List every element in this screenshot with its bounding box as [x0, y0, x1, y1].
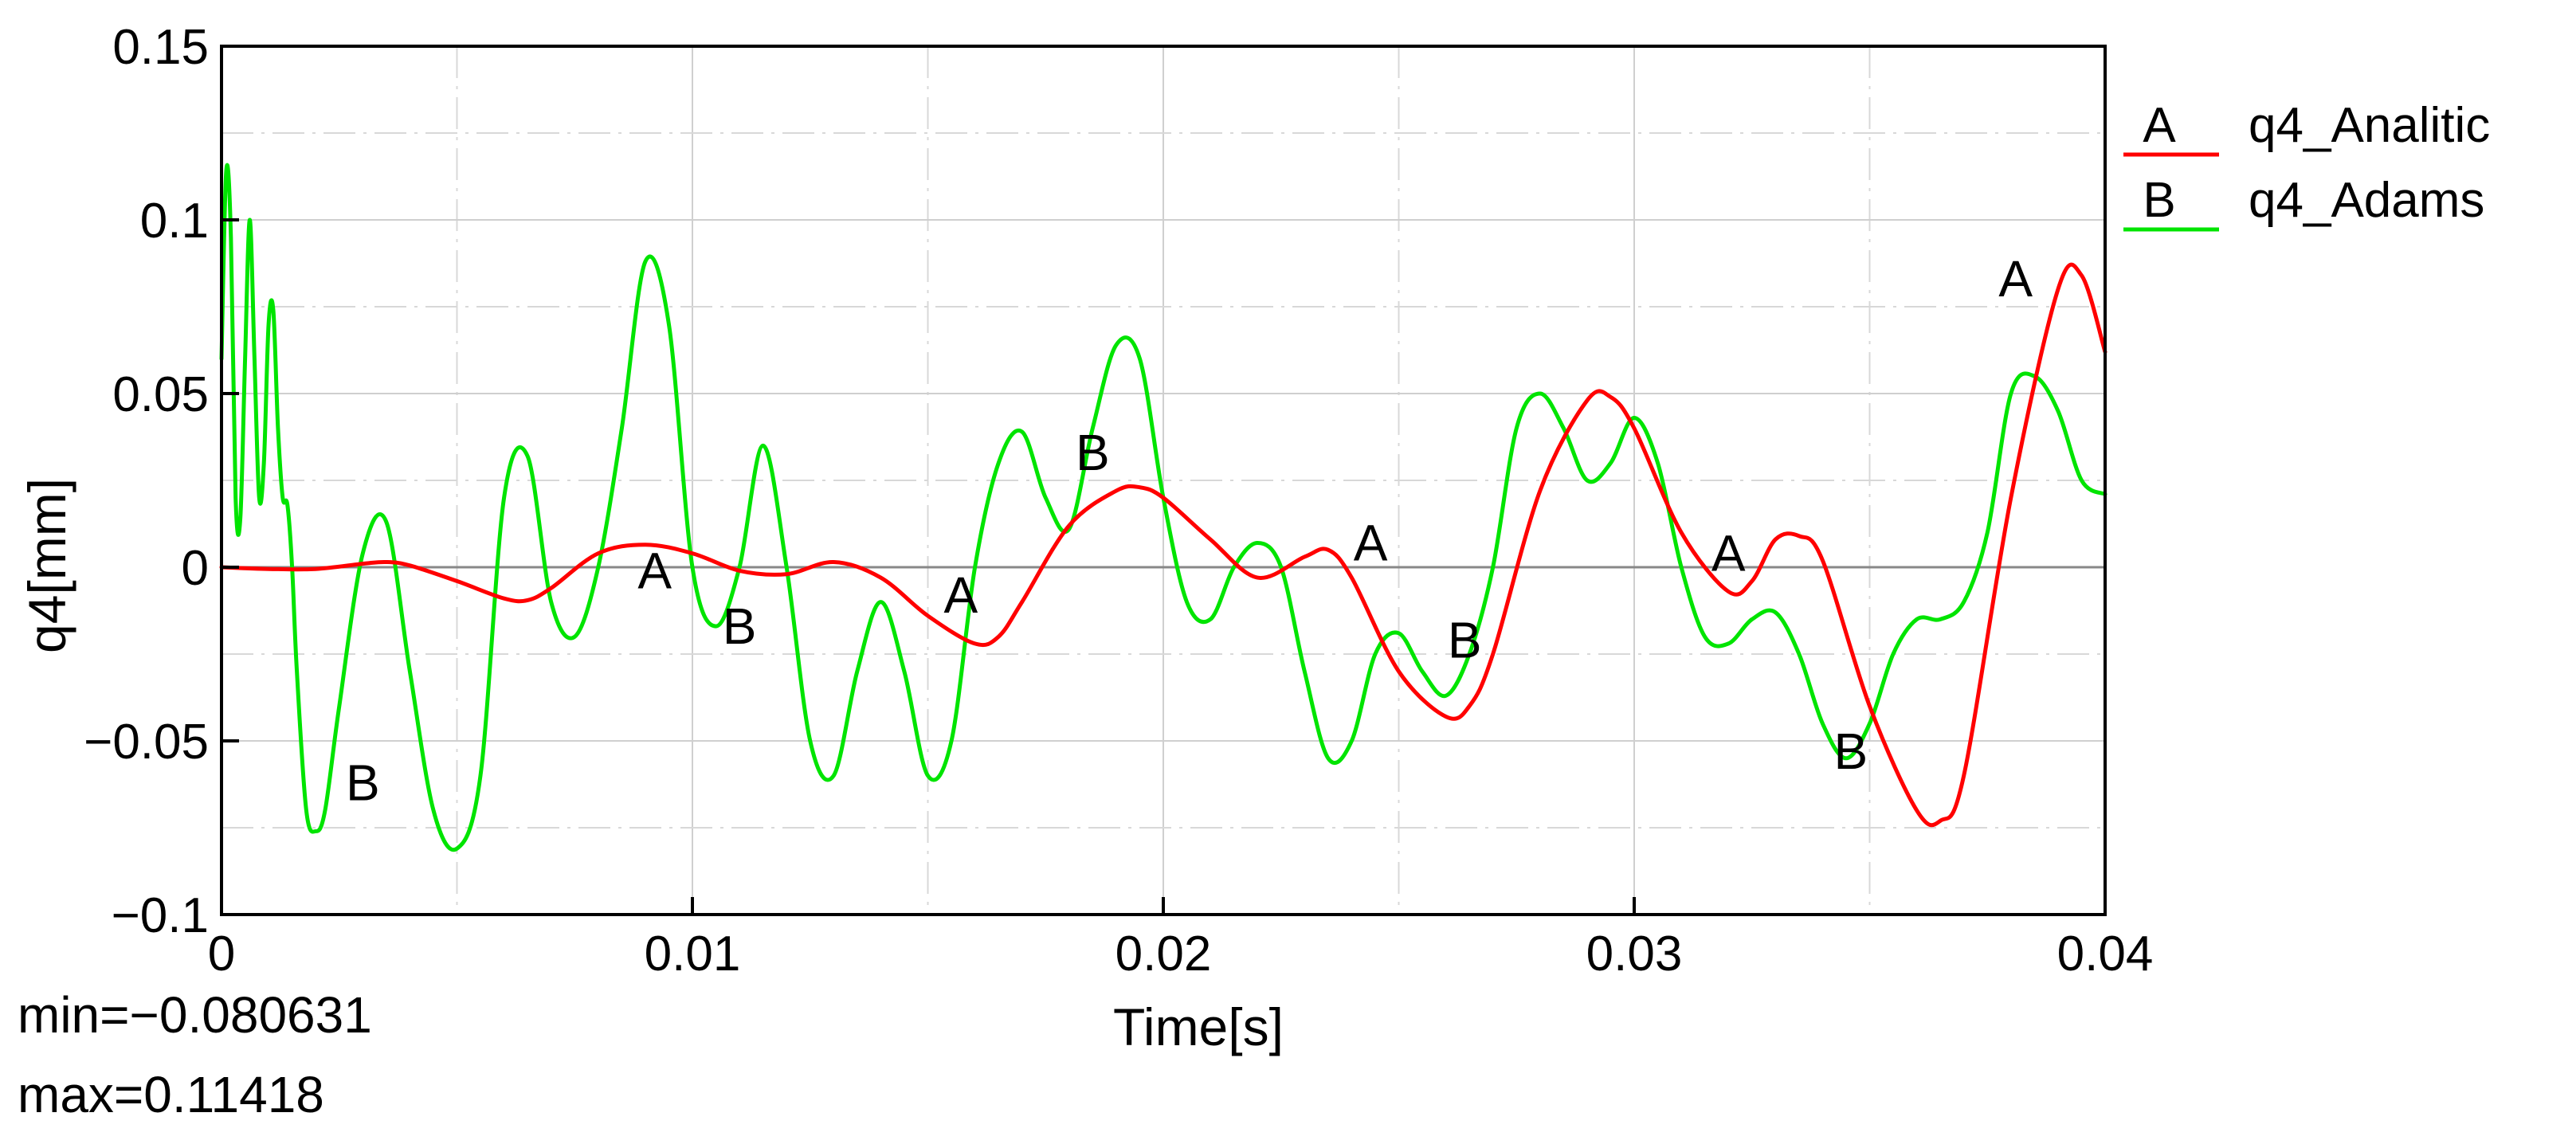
x-ticks: 0 0.01 0.02 0.03 0.04 [208, 897, 2154, 981]
x-tick-label: 0.03 [1586, 927, 1683, 981]
series-marker-B: B [1448, 612, 1482, 669]
y-tick-label: 0.15 [112, 20, 209, 75]
series-marker-A: A [1998, 250, 2033, 308]
series-lines [219, 163, 2107, 852]
y-tick-label: −0.05 [84, 715, 209, 770]
y-ticks: −0.1 −0.05 0 0.05 0.1 0.15 [84, 20, 239, 943]
series-marker-B: B [1076, 424, 1110, 481]
y-tick-label: −0.1 [112, 888, 209, 943]
y-axis-title: q4[mm] [18, 478, 76, 653]
series-marker-A: A [1354, 514, 1388, 571]
x-tick-label: 0.04 [2057, 927, 2154, 981]
x-axis-title: Time[s] [1113, 997, 1284, 1056]
series-line-q4_Adams [219, 163, 2107, 852]
series-marker-A: A [944, 566, 978, 624]
series-line-q4_Analitic [219, 262, 2107, 828]
grid [222, 46, 2105, 915]
legend-marker-A: A [2143, 98, 2176, 153]
stat-max: max=0.11418 [18, 1066, 324, 1123]
series-marker-B: B [723, 597, 757, 655]
series-marker-A: A [1711, 525, 1746, 582]
series-marker-B: B [1834, 723, 1868, 780]
y-tick-label: 0.05 [112, 367, 209, 422]
y-tick-label: 0 [182, 541, 209, 596]
stat-min: min=−0.080631 [18, 986, 372, 1044]
x-tick-label: 0 [208, 927, 235, 981]
x-tick-label: 0.01 [645, 927, 741, 981]
series-marker-A: A [637, 542, 672, 599]
legend-entry-q4_Adams: q4_Adams [2249, 173, 2484, 228]
x-tick-label: 0.02 [1115, 927, 1212, 981]
legend-entry-q4_Analitic: q4_Analitic [2249, 98, 2490, 153]
y-tick-label: 0.1 [140, 194, 209, 249]
series-marker-B: B [346, 754, 380, 811]
legend-marker-B: B [2143, 173, 2175, 228]
